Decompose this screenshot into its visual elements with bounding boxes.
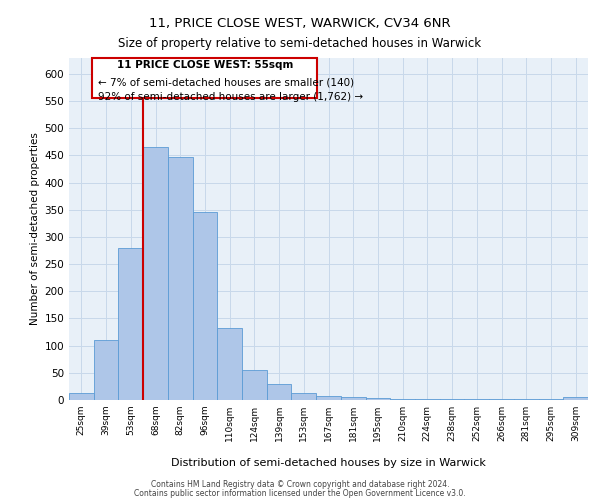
Bar bbox=[563, 398, 588, 400]
Bar bbox=[390, 399, 415, 400]
Text: 11, PRICE CLOSE WEST, WARWICK, CV34 6NR: 11, PRICE CLOSE WEST, WARWICK, CV34 6NR bbox=[149, 18, 451, 30]
Bar bbox=[415, 399, 440, 400]
Bar bbox=[365, 398, 390, 400]
Bar bbox=[94, 340, 118, 400]
Bar bbox=[316, 396, 341, 400]
Bar bbox=[69, 394, 94, 400]
Bar bbox=[242, 370, 267, 400]
Bar bbox=[217, 328, 242, 400]
Bar bbox=[168, 157, 193, 400]
Text: Distribution of semi-detached houses by size in Warwick: Distribution of semi-detached houses by … bbox=[172, 458, 486, 468]
Bar bbox=[143, 147, 168, 400]
Bar bbox=[193, 212, 217, 400]
Bar bbox=[118, 248, 143, 400]
Text: Contains HM Land Registry data © Crown copyright and database right 2024.: Contains HM Land Registry data © Crown c… bbox=[151, 480, 449, 489]
Text: 11 PRICE CLOSE WEST: 55sqm: 11 PRICE CLOSE WEST: 55sqm bbox=[117, 60, 293, 70]
Bar bbox=[267, 384, 292, 400]
Text: 92% of semi-detached houses are larger (1,762) →: 92% of semi-detached houses are larger (… bbox=[98, 92, 364, 102]
Bar bbox=[292, 394, 316, 400]
Text: Size of property relative to semi-detached houses in Warwick: Size of property relative to semi-detach… bbox=[118, 38, 482, 51]
Bar bbox=[341, 398, 365, 400]
Text: ← 7% of semi-detached houses are smaller (140): ← 7% of semi-detached houses are smaller… bbox=[98, 78, 355, 88]
Y-axis label: Number of semi-detached properties: Number of semi-detached properties bbox=[30, 132, 40, 325]
Text: Contains public sector information licensed under the Open Government Licence v3: Contains public sector information licen… bbox=[134, 489, 466, 498]
